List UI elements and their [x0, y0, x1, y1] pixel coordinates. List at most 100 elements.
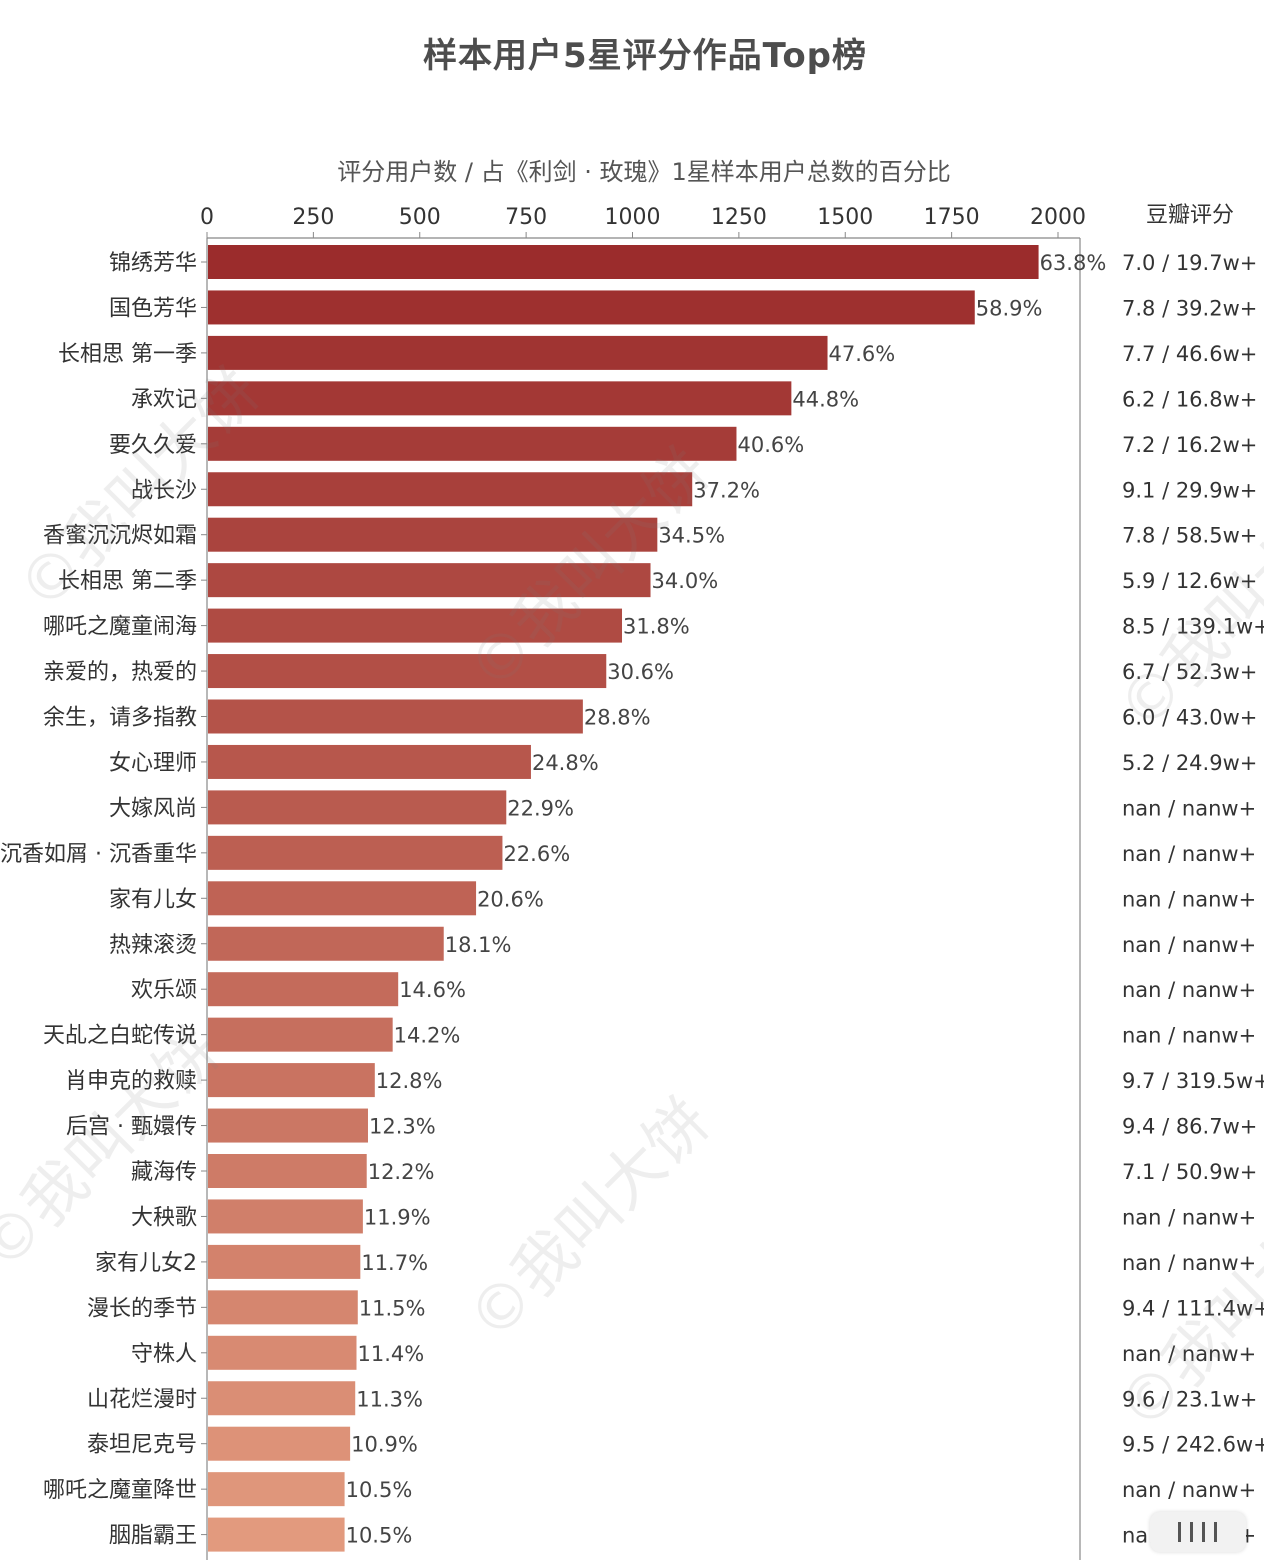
rating-label: nan / nanw+	[1122, 1342, 1256, 1366]
data-label: 11.3%	[356, 1387, 423, 1411]
data-label: 11.4%	[357, 1342, 424, 1366]
data-label: 24.8%	[532, 751, 599, 775]
data-label: 28.8%	[584, 706, 651, 730]
data-label: 10.9%	[351, 1433, 418, 1457]
bar	[208, 290, 975, 325]
rating-label: 6.2 / 16.8w+	[1122, 387, 1257, 411]
data-label: 12.8%	[376, 1069, 443, 1093]
scrollbar-handle[interactable]	[1150, 1512, 1246, 1552]
rating-label: 9.6 / 23.1w+	[1122, 1387, 1257, 1411]
category-label: 漫长的季节	[87, 1296, 197, 1321]
bar	[208, 563, 651, 598]
rating-label: 9.1 / 29.9w+	[1122, 478, 1257, 502]
x-tick-label: 500	[399, 205, 441, 230]
bar	[208, 1154, 367, 1188]
data-label: 31.8%	[623, 615, 690, 639]
bar	[208, 744, 531, 779]
category-label: 大嫁风尚	[109, 796, 197, 821]
rating-label: 6.0 / 43.0w+	[1122, 706, 1257, 730]
rating-label: nan / nanw+	[1122, 1024, 1256, 1048]
data-label: 40.6%	[737, 433, 804, 457]
bar	[208, 1426, 351, 1461]
rating-label: 7.1 / 50.9w+	[1122, 1160, 1257, 1184]
category-label: 山花烂漫时	[87, 1387, 197, 1412]
bar	[208, 654, 607, 689]
page-title: 样本用户5星评分作品Top榜	[422, 36, 868, 76]
data-label: 18.1%	[445, 933, 512, 957]
category-label: 国色芳华	[109, 296, 197, 321]
rating-label: 7.8 / 39.2w+	[1122, 296, 1257, 320]
category-label: 大秧歌	[131, 1205, 197, 1230]
rating-label: 9.4 / 86.7w+	[1122, 1115, 1257, 1139]
category-label: 要久久爱	[109, 433, 197, 458]
category-label: 胭脂霸王	[109, 1524, 197, 1549]
category-label: 香蜜沉沉烬如霜	[43, 524, 197, 549]
data-label: 34.0%	[652, 569, 719, 593]
category-label: 热辣滚烫	[109, 933, 197, 958]
bar	[208, 517, 658, 552]
bar	[208, 1290, 358, 1325]
category-label: 欢乐颂	[131, 978, 197, 1003]
bar	[208, 790, 507, 825]
category-label: 战长沙	[131, 478, 197, 503]
data-label: 14.2%	[394, 1024, 461, 1048]
rating-label: 7.2 / 16.2w+	[1122, 433, 1257, 457]
data-label: 47.6%	[829, 342, 896, 366]
rating-label: nan / nanw+	[1122, 978, 1256, 1002]
bar	[208, 926, 444, 961]
bar	[208, 1381, 356, 1416]
data-label: 11.7%	[361, 1251, 428, 1275]
data-label: 12.2%	[368, 1160, 435, 1184]
rating-label: 7.0 / 19.7w+	[1122, 251, 1257, 275]
bar	[208, 1335, 357, 1370]
x-tick-label: 1250	[711, 205, 767, 230]
data-label: 22.6%	[503, 842, 570, 866]
rating-label: 7.7 / 46.6w+	[1122, 342, 1257, 366]
data-label: 12.3%	[369, 1115, 436, 1139]
category-label: 天乩之白蛇传说	[43, 1024, 197, 1049]
x-tick-label: 1750	[924, 205, 980, 230]
rating-label: 7.8 / 58.5w+	[1122, 524, 1257, 548]
data-label: 10.5%	[346, 1478, 413, 1502]
data-label: 20.6%	[477, 887, 544, 911]
category-label: 哪吒之魔童闹海	[43, 615, 197, 640]
category-label: 肖申克的救赎	[65, 1069, 197, 1094]
bar	[208, 1199, 363, 1234]
bar	[208, 699, 583, 734]
bar	[208, 608, 623, 643]
bar	[208, 245, 1039, 279]
rating-label: nan / nanw+	[1122, 1251, 1256, 1275]
category-label: 长相思 第一季	[58, 342, 197, 367]
bar	[208, 426, 737, 461]
data-label: 10.5%	[346, 1524, 413, 1548]
x-tick-label: 750	[505, 205, 547, 230]
rating-label: 5.9 / 12.6w+	[1122, 569, 1257, 593]
data-label: 22.9%	[507, 796, 574, 820]
x-tick-label: 0	[200, 205, 214, 230]
bar	[208, 1108, 368, 1143]
category-label: 守株人	[131, 1342, 197, 1367]
rating-label: 9.4 / 111.4w+	[1122, 1296, 1264, 1320]
data-label: 11.9%	[364, 1205, 431, 1229]
category-label: 家有儿女	[109, 887, 197, 912]
data-label: 63.8%	[1040, 251, 1107, 275]
rating-label: nan / nanw+	[1122, 796, 1256, 820]
category-label: 泰坦尼克号	[87, 1433, 197, 1458]
category-label: 余生，请多指教	[43, 706, 197, 731]
rating-label: nan / nanw+	[1122, 1478, 1256, 1502]
bar	[208, 972, 399, 1007]
x-tick-label: 250	[292, 205, 334, 230]
bar	[208, 881, 477, 916]
category-label: 哪吒之魔童降世	[43, 1478, 197, 1503]
rating-label: nan / nanw+	[1122, 1205, 1256, 1229]
data-label: 58.9%	[976, 296, 1043, 320]
category-label: 女心理师	[109, 751, 197, 776]
chart-title: 评分用户数 / 占《利剑 · 玫瑰》1星样本用户总数的百分比	[337, 158, 951, 186]
x-tick-label: 1000	[605, 205, 661, 230]
category-label: 沉香如屑 · 沉香重华	[0, 842, 197, 867]
bar	[208, 1017, 393, 1052]
bar	[208, 335, 828, 370]
rating-label: 9.7 / 319.5w+	[1122, 1069, 1264, 1093]
data-label: 44.8%	[792, 387, 859, 411]
